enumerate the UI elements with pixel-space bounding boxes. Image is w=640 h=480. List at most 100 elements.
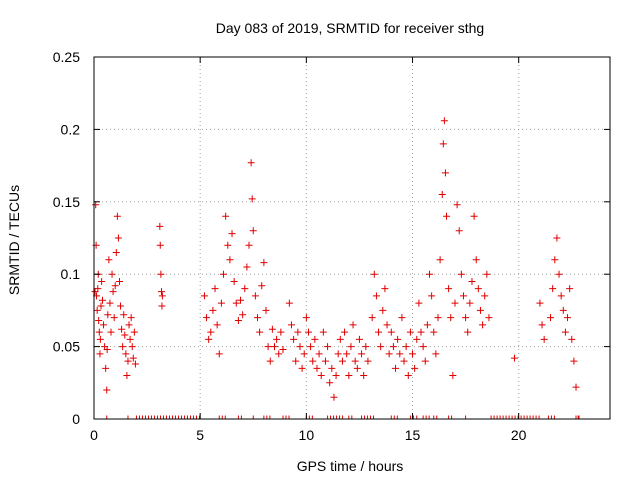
data-point: [307, 343, 315, 351]
data-point: [440, 117, 448, 125]
data-point: [156, 241, 164, 249]
data-point: [360, 372, 368, 380]
data-point: [559, 306, 567, 314]
data-point: [370, 270, 378, 278]
data-point: [364, 357, 372, 365]
x-tick-label: 5: [196, 427, 204, 443]
data-point: [341, 328, 349, 336]
x-tick-label: 20: [511, 427, 527, 443]
data-point: [254, 314, 262, 322]
y-tick-label: 0.15: [53, 194, 80, 210]
data-point: [345, 372, 353, 380]
data-point: [332, 372, 340, 380]
data-point: [275, 350, 283, 358]
data-point: [121, 331, 129, 339]
y-axis-label: SRMTID / TECUs: [6, 185, 22, 295]
data-point: [264, 343, 272, 351]
data-point: [95, 328, 103, 336]
data-point: [248, 195, 256, 203]
data-point: [102, 364, 110, 372]
data-point: [127, 314, 135, 322]
data-point: [114, 234, 122, 242]
data-point: [474, 285, 482, 293]
data-point: [300, 350, 308, 358]
data-point: [353, 364, 361, 372]
data-point: [343, 350, 351, 358]
data-point: [409, 350, 417, 358]
data-point: [355, 335, 363, 343]
data-point: [105, 256, 113, 264]
data-point: [130, 328, 138, 336]
data-point: [451, 299, 459, 307]
data-point: [553, 234, 561, 242]
data-point: [157, 270, 165, 278]
data-point: [93, 306, 101, 314]
data-point: [256, 328, 264, 336]
data-point: [324, 343, 332, 351]
data-point: [432, 350, 440, 358]
data-point: [540, 335, 548, 343]
data-point: [158, 302, 166, 310]
data-point: [287, 321, 295, 329]
data-point: [413, 335, 421, 343]
data-point: [555, 270, 563, 278]
data-point: [239, 311, 247, 319]
data-point: [215, 350, 223, 358]
data-point: [113, 212, 121, 220]
data-point: [336, 335, 344, 343]
data-point: [273, 335, 281, 343]
data-point: [398, 314, 406, 322]
data-point: [434, 314, 442, 322]
data-point: [572, 383, 580, 391]
data-point: [570, 357, 578, 365]
data-point: [334, 350, 342, 358]
data-point: [358, 350, 366, 358]
data-point: [347, 343, 355, 351]
data-point: [377, 343, 385, 351]
data-point: [122, 350, 130, 358]
data-point: [98, 277, 106, 285]
data-point: [262, 306, 270, 314]
data-point: [103, 386, 111, 394]
data-point: [445, 285, 453, 293]
data-point: [217, 299, 225, 307]
data-point: [479, 321, 487, 329]
data-point: [466, 299, 474, 307]
data-point: [472, 256, 480, 264]
data-point: [313, 364, 321, 372]
data-point: [129, 354, 137, 362]
data-point: [392, 364, 400, 372]
data-point: [338, 357, 346, 365]
data-point: [260, 259, 268, 267]
data-point: [326, 379, 334, 387]
data-point: [104, 311, 112, 319]
data-point: [447, 314, 455, 322]
data-point: [455, 227, 463, 235]
data-point: [258, 282, 266, 290]
data-point: [290, 335, 298, 343]
data-point: [117, 302, 125, 310]
data-point: [419, 343, 427, 351]
data-point: [468, 277, 476, 285]
data-point: [111, 282, 119, 290]
data-point: [536, 299, 544, 307]
x-tick-label: 15: [405, 427, 421, 443]
data-point: [100, 321, 108, 329]
data-point: [309, 357, 317, 365]
y-tick-label: 0.2: [61, 121, 81, 137]
x-axis-label: GPS time / hours: [297, 458, 404, 474]
data-point: [457, 270, 465, 278]
data-point: [302, 314, 310, 322]
data-point: [557, 292, 565, 300]
data-point: [568, 335, 576, 343]
data-point: [131, 360, 139, 368]
data-point: [510, 354, 518, 362]
data-point: [226, 256, 234, 264]
data-point: [368, 314, 376, 322]
data-point: [106, 299, 114, 307]
data-point: [415, 299, 423, 307]
data-point: [485, 314, 493, 322]
data-point: [209, 306, 217, 314]
data-point: [268, 325, 276, 333]
data-point: [428, 292, 436, 300]
